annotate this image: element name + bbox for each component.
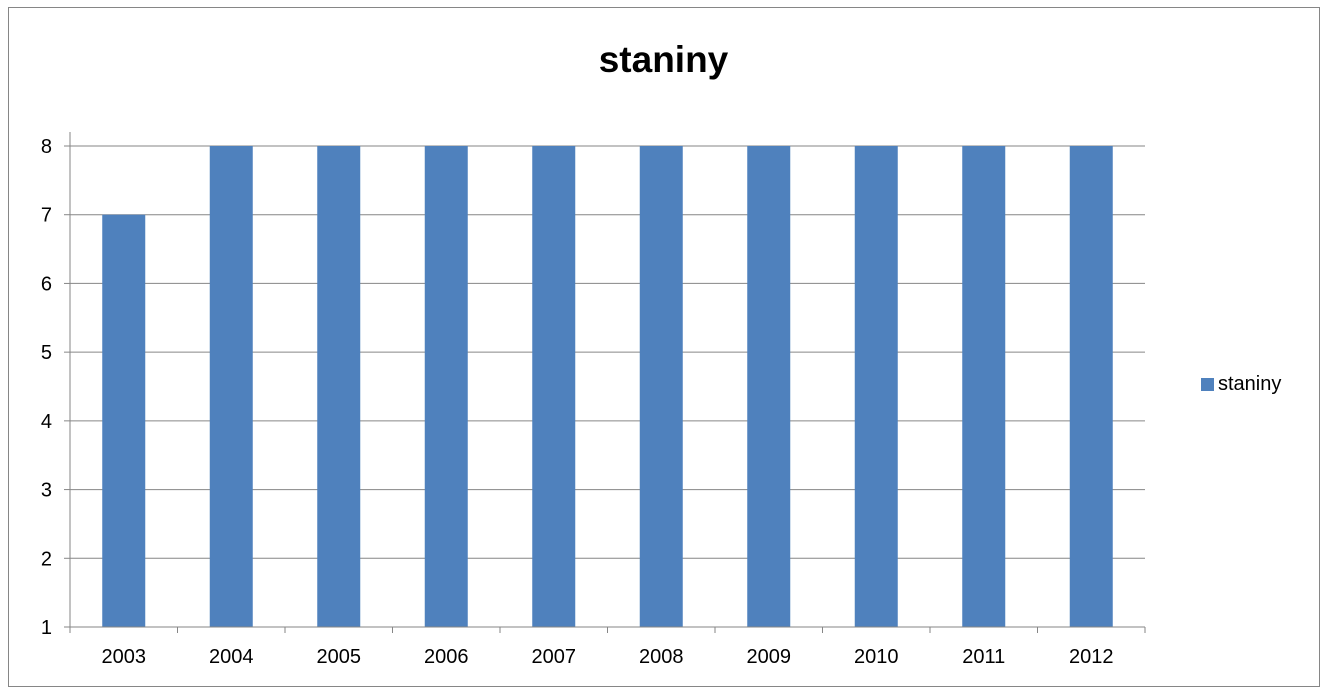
x-tick-label: 2005 — [317, 646, 362, 668]
bar-2007 — [532, 146, 576, 627]
x-tick-label: 2003 — [102, 646, 147, 668]
bar-2003 — [102, 214, 146, 627]
y-tick-label: 4 — [41, 411, 52, 433]
x-tick-label: 2006 — [424, 646, 469, 668]
y-tick-label: 5 — [41, 342, 52, 364]
x-tick-label: 2004 — [209, 646, 254, 668]
axes — [64, 132, 1146, 633]
y-tick-label: 2 — [41, 548, 52, 570]
legend: staniny — [1201, 373, 1281, 396]
x-tick-label: 2008 — [639, 646, 684, 668]
x-tick-label: 2009 — [747, 646, 792, 668]
legend-swatch — [1201, 378, 1214, 391]
bar-2012 — [1069, 146, 1113, 627]
bar-2011 — [962, 146, 1006, 627]
y-tick-label: 8 — [41, 136, 52, 158]
x-tick-label: 2010 — [854, 646, 899, 668]
y-tick-label: 1 — [41, 617, 52, 639]
legend-label: staniny — [1218, 373, 1282, 395]
bar-2009 — [747, 146, 791, 627]
y-tick-label: 7 — [41, 205, 52, 227]
x-tick-label: 2011 — [962, 646, 1005, 668]
chart-title: staniny — [598, 39, 729, 80]
bar-2006 — [424, 146, 468, 627]
tick-labels: 1 2 3 4 5 6 7 8 2003 2004 2005 2006 2007 2008 2009 2010… — [41, 136, 1114, 668]
bar-2005 — [317, 146, 361, 627]
bar-2010 — [854, 146, 898, 627]
y-tick-label: 3 — [41, 480, 52, 502]
y-tick-label: 6 — [41, 273, 52, 295]
bar-2004 — [209, 146, 253, 627]
bars — [102, 146, 1113, 627]
x-tick-label: 2007 — [532, 646, 577, 668]
x-tick-label: 2012 — [1069, 646, 1114, 668]
bar-2008 — [639, 146, 683, 627]
